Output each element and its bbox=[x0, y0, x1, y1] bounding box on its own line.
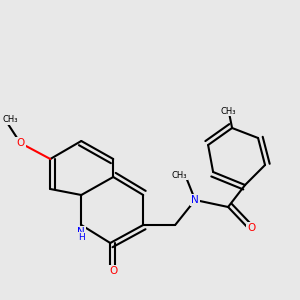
Text: N: N bbox=[77, 226, 85, 237]
Text: CH₃: CH₃ bbox=[2, 116, 18, 124]
Text: O: O bbox=[247, 223, 255, 233]
Text: O: O bbox=[109, 266, 117, 276]
Text: CH₃: CH₃ bbox=[220, 106, 236, 116]
Text: N: N bbox=[191, 195, 199, 205]
Text: CH₃: CH₃ bbox=[171, 170, 187, 179]
Text: H: H bbox=[78, 233, 85, 242]
Text: O: O bbox=[16, 138, 25, 148]
